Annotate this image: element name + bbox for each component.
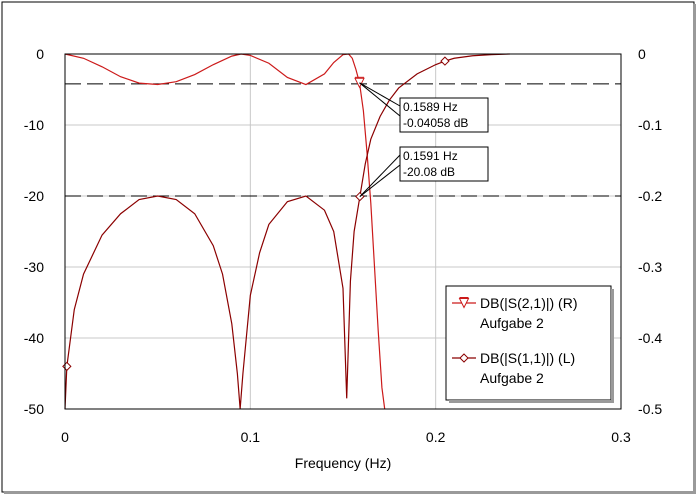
chart-shadow-right	[693, 4, 696, 493]
x-tick-label: 0.3	[611, 429, 631, 445]
annotation-leader	[359, 82, 401, 117]
right-tick-label: -0.4	[638, 330, 662, 346]
annotation-box	[399, 97, 489, 133]
legend-series-subtitle: Aufgabe 2	[480, 315, 544, 331]
annotation-text: -20.08 dB	[403, 165, 455, 179]
annotation-box	[399, 146, 489, 182]
chart-border	[1, 1, 695, 493]
plot-area-frame	[64, 53, 622, 410]
series-marker-2	[440, 56, 450, 66]
right-tick-label: 0	[638, 46, 646, 62]
annotation-text: -0.04058 dB	[403, 116, 468, 130]
right-tick-label: -0.1	[638, 117, 662, 133]
legend-shadow-bottom	[449, 400, 614, 403]
annotation-text: 0.1589 Hz	[403, 100, 458, 114]
annotation-leader	[359, 164, 401, 197]
left-tick-label: 0	[36, 46, 44, 62]
marker-annotations: 0.1589 Hz -0.04058 dB 0.1591 Hz -20.08 dB	[359, 82, 489, 197]
legend-series-subtitle: Aufgabe 2	[480, 370, 544, 386]
legend-swatch-marker	[458, 298, 470, 309]
legend-shadow-right	[611, 289, 614, 403]
x-tick-label: 0	[61, 429, 69, 445]
legend-entries: DB(|S(2,1)|) (R) Aufgabe 2 DB(|S(1,1)|) (L…	[452, 295, 578, 386]
annotation-leader	[359, 154, 401, 197]
left-tick-label: -20	[24, 188, 44, 204]
legend: DB(|S(2,1)|) (R) Aufgabe 2 DB(|S(1,1)|) (L…	[445, 285, 614, 403]
x-axis-ticks: 0 0.1 0.2 0.3	[61, 429, 631, 445]
legend-series-name: DB(|S(2,1)|) (R)	[480, 295, 578, 311]
right-tick-label: -0.2	[638, 188, 662, 204]
left-axis-ticks: 0 -10 -20 -30 -40 -50	[24, 46, 44, 417]
annotation-text: 0.1591 Hz	[403, 149, 458, 163]
legend-series-name: DB(|S(1,1)|) (L)	[480, 350, 575, 366]
left-tick-label: -10	[24, 117, 44, 133]
x-tick-label: 0.2	[426, 429, 446, 445]
left-tick-label: -50	[24, 401, 44, 417]
annotation-leader	[359, 82, 401, 107]
right-tick-label: -0.3	[638, 259, 662, 275]
series-line-2	[64, 53, 510, 410]
series-line-1	[64, 53, 386, 410]
x-axis-label: Frequency (Hz)	[295, 455, 391, 471]
right-axis-ticks: 0 -0.1 -0.2 -0.3 -0.4 -0.5	[638, 46, 662, 417]
right-tick-label: -0.5	[638, 401, 662, 417]
chart-shadow-bottom	[4, 491, 696, 494]
legend-swatch-marker	[459, 353, 469, 363]
x-tick-label: 0.1	[241, 429, 261, 445]
legend-box	[445, 285, 612, 401]
left-tick-label: -30	[24, 259, 44, 275]
left-tick-label: -40	[24, 330, 44, 346]
